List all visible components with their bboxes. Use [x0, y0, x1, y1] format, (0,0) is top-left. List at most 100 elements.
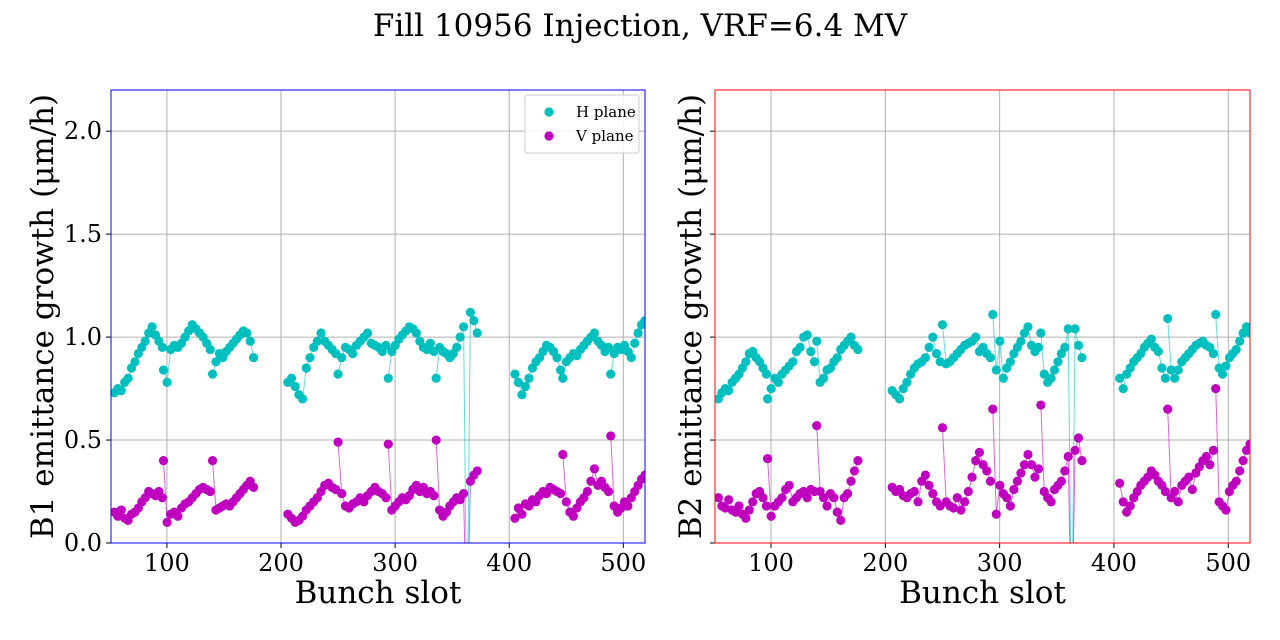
data-point — [458, 322, 469, 332]
data-point — [1160, 373, 1171, 383]
y-tick-label: 0.5 — [64, 426, 102, 454]
data-point — [603, 486, 614, 497]
data-point — [312, 336, 322, 346]
data-point — [928, 488, 938, 499]
data-point — [158, 456, 169, 466]
data-point — [116, 505, 126, 515]
data-point — [249, 353, 259, 363]
data-point — [1118, 497, 1128, 507]
data-point — [963, 486, 973, 497]
data-point — [555, 365, 566, 375]
data-point — [606, 369, 616, 379]
data-point — [920, 470, 931, 480]
data-point — [510, 513, 520, 523]
data-point — [1060, 342, 1070, 352]
data-point — [1146, 334, 1156, 344]
x-tick-label: 200 — [258, 549, 304, 577]
data-point — [517, 509, 527, 519]
data-point — [1211, 383, 1221, 394]
data-point — [924, 342, 934, 352]
x-axis-label: Bunch slot — [295, 575, 462, 611]
data-point — [843, 488, 853, 499]
data-point — [902, 377, 912, 387]
data-point — [431, 435, 441, 445]
data-point — [337, 488, 347, 499]
data-point — [1077, 353, 1087, 363]
data-point — [1173, 497, 1183, 507]
data-point — [1115, 478, 1125, 488]
data-point — [1046, 497, 1056, 507]
x-tick-label: 400 — [486, 549, 532, 577]
data-point — [1201, 451, 1211, 462]
data-point — [777, 493, 787, 503]
data-point — [205, 486, 215, 497]
data-point — [762, 453, 773, 464]
legend-marker — [544, 107, 554, 117]
data-point — [1053, 357, 1063, 367]
data-point — [362, 328, 373, 338]
data-point — [249, 482, 259, 493]
data-point — [1039, 369, 1049, 379]
data-point — [1070, 445, 1080, 455]
data-point — [788, 357, 798, 367]
data-point — [513, 377, 524, 387]
data-point — [1023, 449, 1033, 460]
data-point — [832, 353, 842, 363]
data-point — [853, 456, 863, 466]
data-point — [455, 332, 465, 342]
data-point — [242, 328, 252, 338]
y-tick-label: 2.0 — [64, 117, 102, 145]
data-point — [290, 381, 300, 392]
data-point — [809, 357, 820, 367]
data-point — [1221, 505, 1231, 515]
data-point — [472, 328, 482, 338]
data-point — [606, 431, 616, 441]
legend-marker — [544, 131, 554, 141]
data-point — [761, 369, 772, 379]
data-point — [1170, 486, 1180, 497]
data-point — [301, 363, 311, 373]
data-point — [1036, 328, 1046, 338]
data-point — [1245, 439, 1250, 449]
data-point — [812, 421, 822, 431]
data-point — [1125, 501, 1135, 511]
data-point — [568, 511, 578, 521]
data-point — [1170, 373, 1180, 383]
data-point — [948, 503, 959, 513]
data-point — [995, 480, 1005, 490]
data-point — [1005, 501, 1015, 511]
x-tick-label: 500 — [1205, 549, 1251, 577]
plot-area — [111, 307, 645, 543]
data-point — [1235, 336, 1245, 346]
data-point — [640, 316, 645, 326]
data-point — [517, 390, 527, 400]
data-point — [1231, 476, 1241, 486]
y-axis-label: B2 emittance growth (μm/h) — [673, 94, 709, 539]
data-point — [802, 330, 812, 340]
data-point — [734, 501, 744, 511]
data-point — [988, 404, 998, 414]
data-point — [846, 332, 856, 342]
data-point — [724, 386, 734, 396]
x-tick-label: 300 — [372, 549, 418, 577]
data-point — [1217, 369, 1228, 379]
data-point — [333, 369, 343, 379]
data-point — [967, 472, 977, 482]
v-plane-series — [111, 431, 645, 543]
data-point — [829, 493, 839, 503]
data-point — [846, 476, 856, 486]
y-axis-label: B1 emittance growth (μm/h) — [25, 94, 61, 539]
data-point — [1153, 346, 1163, 357]
data-point — [1026, 460, 1037, 470]
data-point — [1211, 309, 1221, 320]
data-point — [1077, 456, 1087, 466]
data-point — [524, 373, 534, 383]
data-point — [1163, 313, 1173, 324]
data-point — [465, 307, 476, 317]
data-point — [633, 328, 643, 338]
data-point — [1023, 322, 1033, 332]
data-point — [1009, 484, 1019, 495]
figure-title: Fill 10956 Injection, VRF=6.4 MV — [373, 8, 908, 44]
data-point — [937, 423, 948, 433]
